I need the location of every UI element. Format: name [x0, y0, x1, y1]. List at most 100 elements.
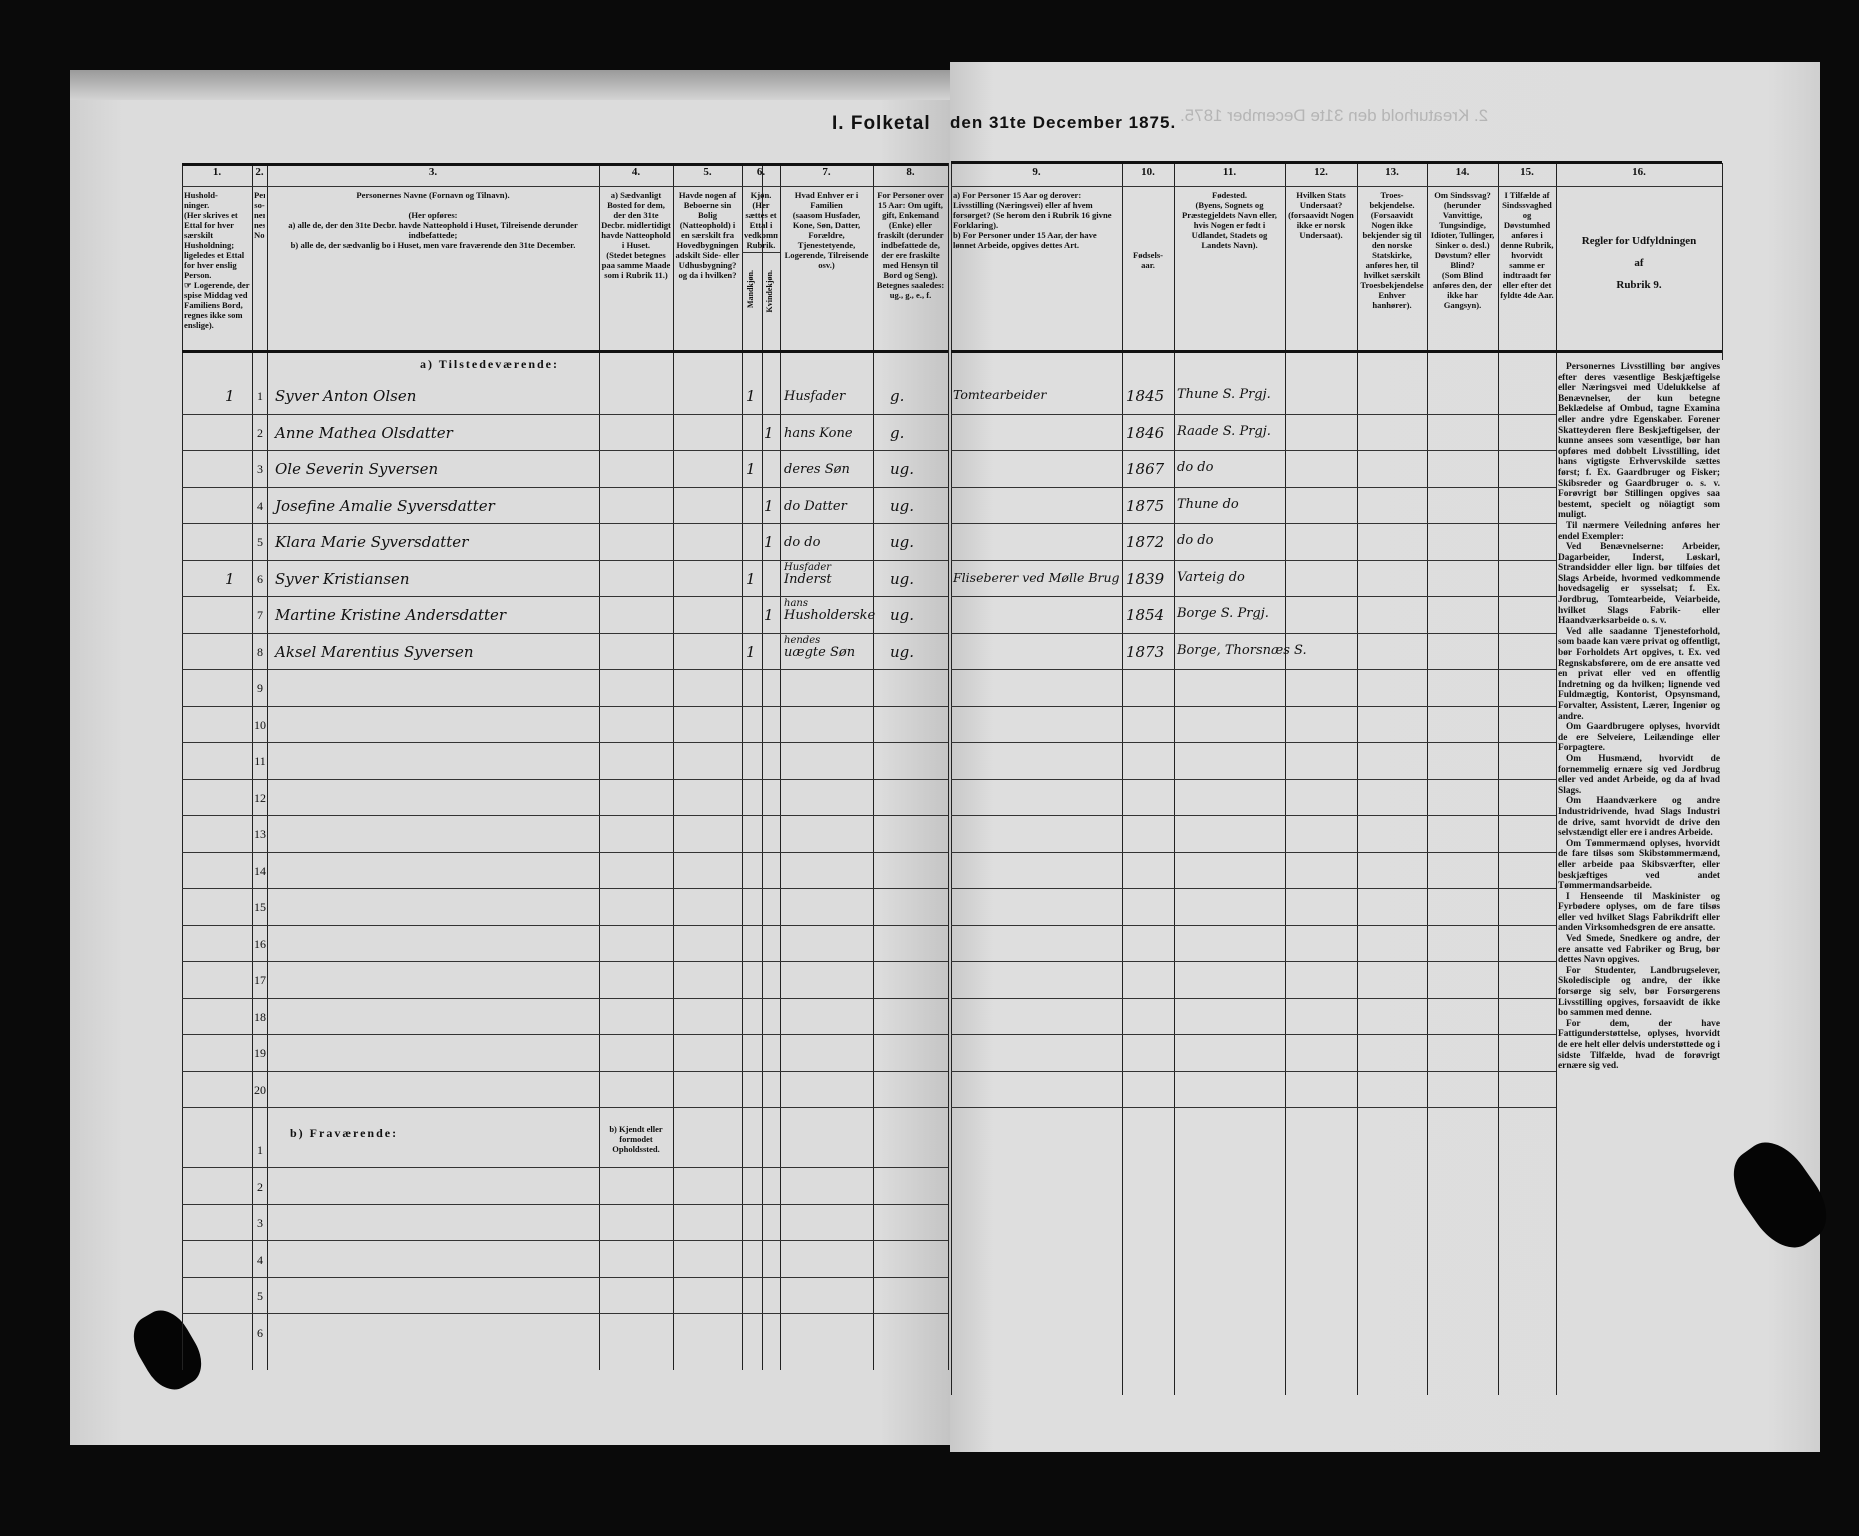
row-rule	[182, 413, 948, 415]
row-rule	[182, 486, 948, 488]
row-number: 12	[254, 790, 266, 805]
row-number: 5	[257, 535, 263, 549]
column-divider	[599, 163, 600, 1370]
column-divider	[673, 163, 674, 1370]
birth-year: 1845	[1126, 387, 1165, 405]
row-number: 2	[257, 425, 263, 440]
male-mark: 1	[746, 387, 756, 405]
column-header-10: Fødsels- aar.	[1132, 250, 1164, 270]
header-bottom-rule	[951, 350, 1722, 353]
column-number-7: 7.	[822, 166, 831, 178]
row-rule	[951, 1034, 1556, 1035]
column-number-rule	[951, 186, 1722, 187]
column-divider	[252, 163, 253, 1370]
male-subheader: Mandkjøn.	[746, 270, 755, 309]
row-rule	[951, 997, 1556, 999]
male-mark: 1	[746, 642, 756, 661]
row-rule	[951, 778, 1556, 780]
birthplace: Thune S. Prgj.	[1177, 387, 1271, 402]
relation-note: hendes	[784, 634, 821, 646]
row-rule	[182, 1034, 948, 1035]
row-rule	[182, 1070, 948, 1072]
row-rule	[951, 559, 1556, 561]
occupation: Fliseberer ved Mølle Brug	[953, 569, 1120, 585]
absent-place-header: b) Kjendt eller formodet Opholdssted.	[609, 1124, 663, 1154]
mirrored-bleed-through-text: 2. Kreaturhold den 31te December 1875.	[1180, 106, 1489, 125]
marital-status: ug.	[890, 569, 915, 588]
relation-note: Husfader	[784, 561, 832, 573]
row-number: 3	[257, 462, 263, 476]
column-divider	[1556, 163, 1557, 1395]
absent-row-number: 4	[257, 1252, 263, 1267]
form-title-left: I. Folketal	[832, 113, 931, 134]
column-header-11: Fødested. (Byens, Sognets og Præstegjeld…	[1182, 190, 1277, 250]
column-header-6: Kjøn. (Her sættes et Ettal i vedkommende…	[744, 190, 778, 250]
marital-status: ug.	[890, 606, 915, 624]
column-number-15: 15.	[1520, 166, 1534, 178]
rule-paragraph: For dem, der have Fattigunderstøttelse, …	[1558, 1018, 1720, 1072]
absent-row-number: 6	[257, 1326, 263, 1340]
column-divider	[267, 163, 268, 1370]
row-number: 16	[254, 936, 266, 951]
birthplace: Varteig do	[1177, 569, 1245, 585]
person-name: Syver Anton Olsen	[275, 387, 417, 405]
header-top-rule	[951, 161, 1722, 164]
row-rule	[951, 815, 1556, 816]
family-relation: do Datter	[784, 498, 847, 514]
marital-status: ug.	[890, 496, 915, 515]
person-name: Syver Kristiansen	[275, 569, 410, 588]
row-rule	[182, 1240, 948, 1242]
column-number-16: 16.	[1632, 166, 1646, 178]
row-rule	[951, 450, 1556, 451]
column-divider	[873, 163, 874, 1370]
column-number-8: 8.	[906, 166, 915, 178]
page-fold-shadow	[70, 70, 950, 100]
column-number-4: 4.	[631, 166, 641, 178]
birthplace: Borge S. Prgj.	[1177, 606, 1269, 621]
rule-paragraph: Om Haandværkere og andre Industridrivend…	[1558, 796, 1720, 839]
person-name: Klara Marie Syversdatter	[275, 533, 469, 551]
column-header-3: Personernes Navne (Fornavn og Tilnavn). …	[288, 190, 578, 250]
row-rule	[951, 851, 1556, 853]
marital-status: ug.	[890, 533, 915, 551]
column-header-2: Per- so- ner- nes No.	[254, 190, 265, 240]
column-number-12: 12.	[1314, 166, 1328, 178]
marital-status: ug.	[890, 642, 915, 661]
column-header-5: Havde nogen af Beboerne sin Bolig (Natte…	[675, 190, 740, 280]
column-number-1: 1.	[212, 166, 222, 178]
row-rule	[182, 596, 948, 597]
row-rule	[182, 1167, 948, 1168]
birth-year: 1839	[1126, 569, 1165, 588]
rule-paragraph: Ved Smede, Snedkere og andre, der ere an…	[1558, 934, 1720, 966]
row-rule	[951, 1070, 1556, 1072]
row-number: 17	[254, 973, 266, 987]
column-divider	[182, 163, 183, 1370]
rule-paragraph: For Studenter, Landbrugselever, Skoledis…	[1558, 965, 1720, 1019]
row-rule	[182, 851, 948, 853]
marital-status: g.	[890, 387, 905, 405]
rule-paragraph: Personernes Livsstilling bør angives eft…	[1558, 362, 1720, 521]
row-number: 9	[257, 681, 263, 695]
column-number-6: 6.	[756, 166, 766, 178]
rule-paragraph: Om Gaardbrugere oplyses, hvorvidt de ere…	[1558, 722, 1720, 754]
row-rule	[182, 450, 948, 451]
row-rule	[182, 523, 948, 524]
column-number-2: 2.	[255, 166, 264, 178]
row-rule	[182, 961, 948, 962]
family-relation: Inderst	[784, 571, 832, 587]
column-header-14: Om Sindssvag? (herunder Vanvittige, Tung…	[1430, 190, 1495, 310]
column-header-12: Hvilken Stats Undersaat? (forsaavidt Nog…	[1288, 190, 1354, 240]
left-page	[70, 70, 950, 1445]
family-relation: Husfader	[784, 389, 846, 404]
birthplace: Thune do	[1177, 496, 1239, 512]
person-name: Aksel Marentius Syversen	[275, 642, 474, 661]
row-rule	[182, 1276, 948, 1278]
birthplace: Raade S. Prgj.	[1177, 423, 1271, 439]
rule-paragraph: Ved Benævnelserne: Arbeider, Dagarbeider…	[1558, 542, 1720, 627]
row-rule	[182, 924, 948, 926]
household-count: 1	[225, 387, 235, 405]
row-rule	[182, 705, 948, 707]
row-number: 19	[254, 1046, 266, 1060]
row-rule	[951, 523, 1556, 524]
household-count: 1	[225, 569, 235, 588]
